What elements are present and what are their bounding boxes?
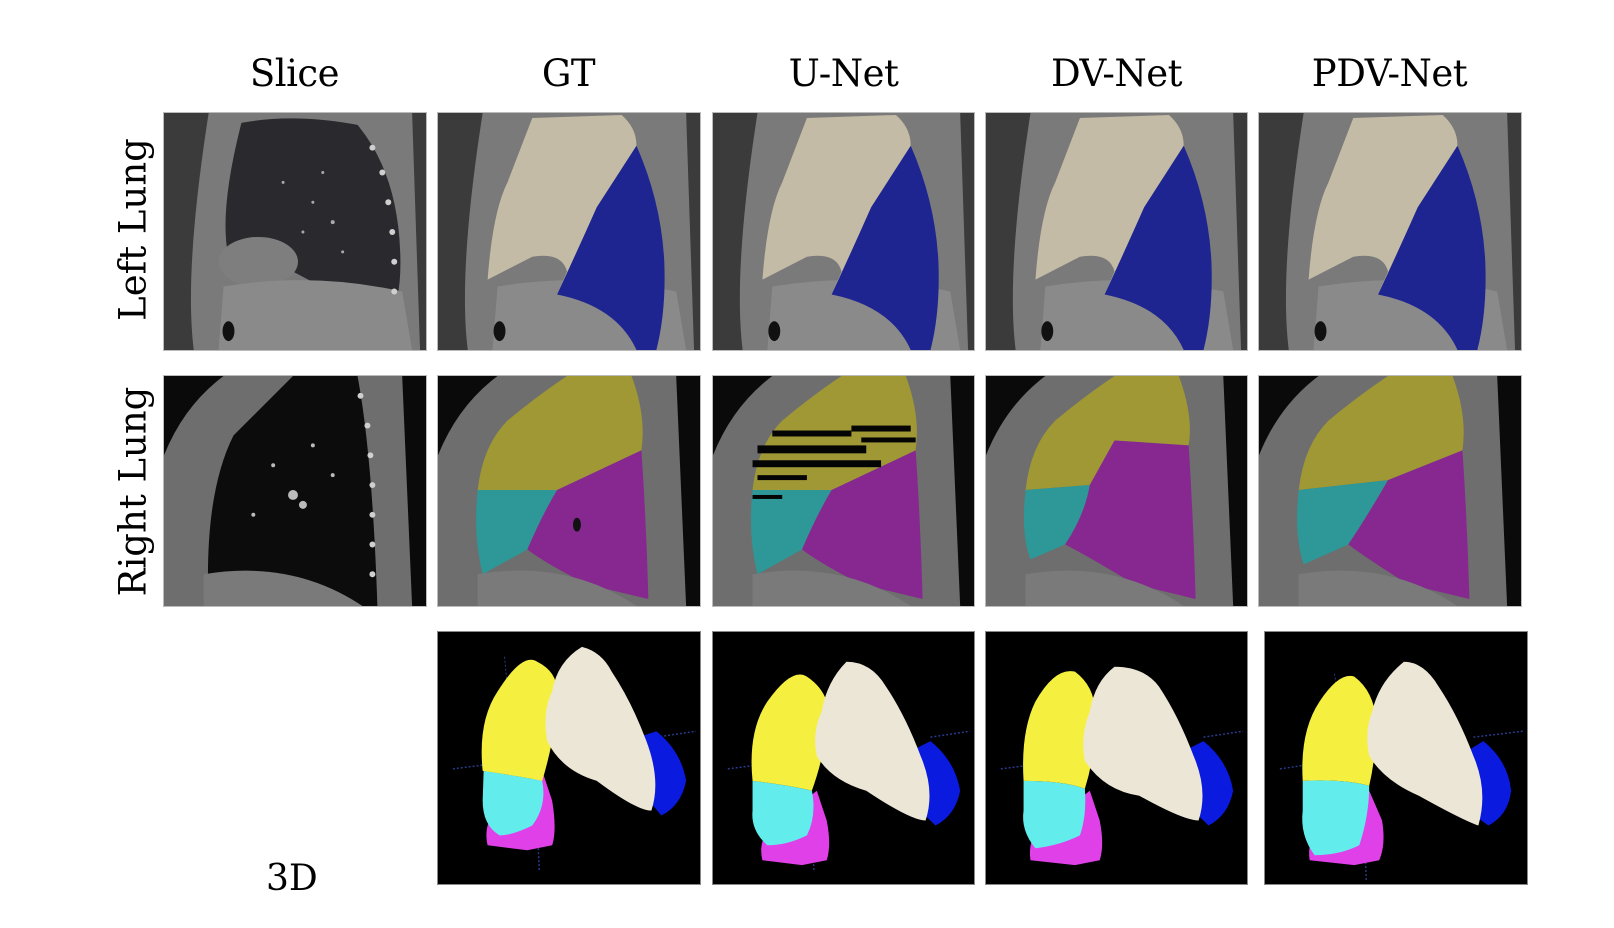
segmentation-overlay-image xyxy=(438,113,700,350)
3d-dvnet-panel xyxy=(985,631,1248,885)
row-label-left-lung: Left Lung xyxy=(111,138,155,321)
left-lung-gt-panel xyxy=(437,112,701,351)
segmentation-overlay-image xyxy=(1259,113,1521,350)
segmentation-overlay-image xyxy=(713,376,974,606)
column-title-slice: Slice xyxy=(249,52,340,95)
row-label-3d: 3D xyxy=(266,858,318,899)
segmentation-overlay-image xyxy=(438,376,700,606)
right-lung-pdvnet-panel xyxy=(1258,375,1522,607)
left-lung-unet-panel xyxy=(712,112,975,351)
right-lung-unet-panel xyxy=(712,375,975,607)
3d-lung-render xyxy=(986,632,1247,884)
3d-gt-panel xyxy=(437,631,701,885)
ct-slice-image xyxy=(164,376,426,606)
left-lung-dvnet-panel xyxy=(985,112,1248,351)
row-label-right-lung: Right Lung xyxy=(111,386,155,597)
left-lung-slice-panel xyxy=(163,112,427,351)
3d-unet-panel xyxy=(712,631,975,885)
column-title-dvnet: DV-Net xyxy=(1051,52,1182,95)
right-lung-dvnet-panel xyxy=(985,375,1248,607)
segmentation-overlay-image xyxy=(713,113,974,350)
column-title-pdvnet: PDV-Net xyxy=(1311,52,1468,95)
segmentation-overlay-image xyxy=(986,376,1247,606)
segmentation-overlay-image xyxy=(1259,376,1521,606)
ct-slice-image xyxy=(164,113,426,350)
3d-pdvnet-panel xyxy=(1264,631,1528,885)
3d-lung-render xyxy=(438,632,700,884)
3d-lung-render xyxy=(1265,632,1527,884)
column-title-unet: U-Net xyxy=(788,52,899,95)
segmentation-overlay-image xyxy=(986,113,1247,350)
3d-lung-render xyxy=(713,632,974,884)
left-lung-pdvnet-panel xyxy=(1258,112,1522,351)
right-lung-slice-panel xyxy=(163,375,427,607)
column-title-gt: GT xyxy=(541,52,596,95)
right-lung-gt-panel xyxy=(437,375,701,607)
